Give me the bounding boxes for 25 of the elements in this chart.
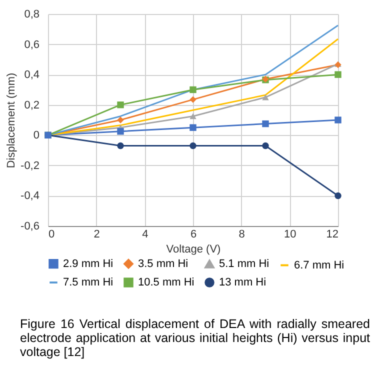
x-tick-label: 2 xyxy=(94,228,100,240)
y-tick-label: 0,4 xyxy=(24,69,40,82)
x-tick-label: 10 xyxy=(284,228,296,240)
legend-label: 3.5 mm Hi xyxy=(138,258,188,270)
y-tick-label: -0,6 xyxy=(20,220,40,232)
x-tick-label: 6 xyxy=(190,228,197,240)
y-tick-label: 0,8 xyxy=(24,8,40,20)
x-tick-label: 12 xyxy=(326,228,338,240)
x-axis-title: Voltage (V) xyxy=(166,244,221,256)
y-tick-label: -0,2 xyxy=(20,160,40,172)
y-tick-label: -0,4 xyxy=(20,190,40,202)
legend-label: 5.1 mm Hi xyxy=(219,258,270,270)
y-tick-label: 0,2 xyxy=(24,99,40,112)
legend-label: 6.7 mm Hi xyxy=(294,259,344,272)
legend-label: 13 mm Hi xyxy=(219,276,266,288)
y-tick-label: 0 xyxy=(33,130,40,142)
legend-label: 2.9 mm Hi xyxy=(63,258,114,270)
y-tick-label: 0,6 xyxy=(24,38,40,51)
legend-label: 7.5 mm Hi xyxy=(63,276,114,288)
y-axis-title: Displacement (mm) xyxy=(6,72,18,168)
x-tick-label: 8 xyxy=(238,228,245,240)
text: Figure 16 Vertical displacement of DEA with radially smeared electrode application at various initial heights (Hi) versus input voltage [12] xyxy=(20,317,370,359)
x-tick-label: 4 xyxy=(142,228,148,240)
x-tick-label: 0 xyxy=(48,228,55,240)
legend-label: 10.5 mm Hi xyxy=(138,276,194,288)
